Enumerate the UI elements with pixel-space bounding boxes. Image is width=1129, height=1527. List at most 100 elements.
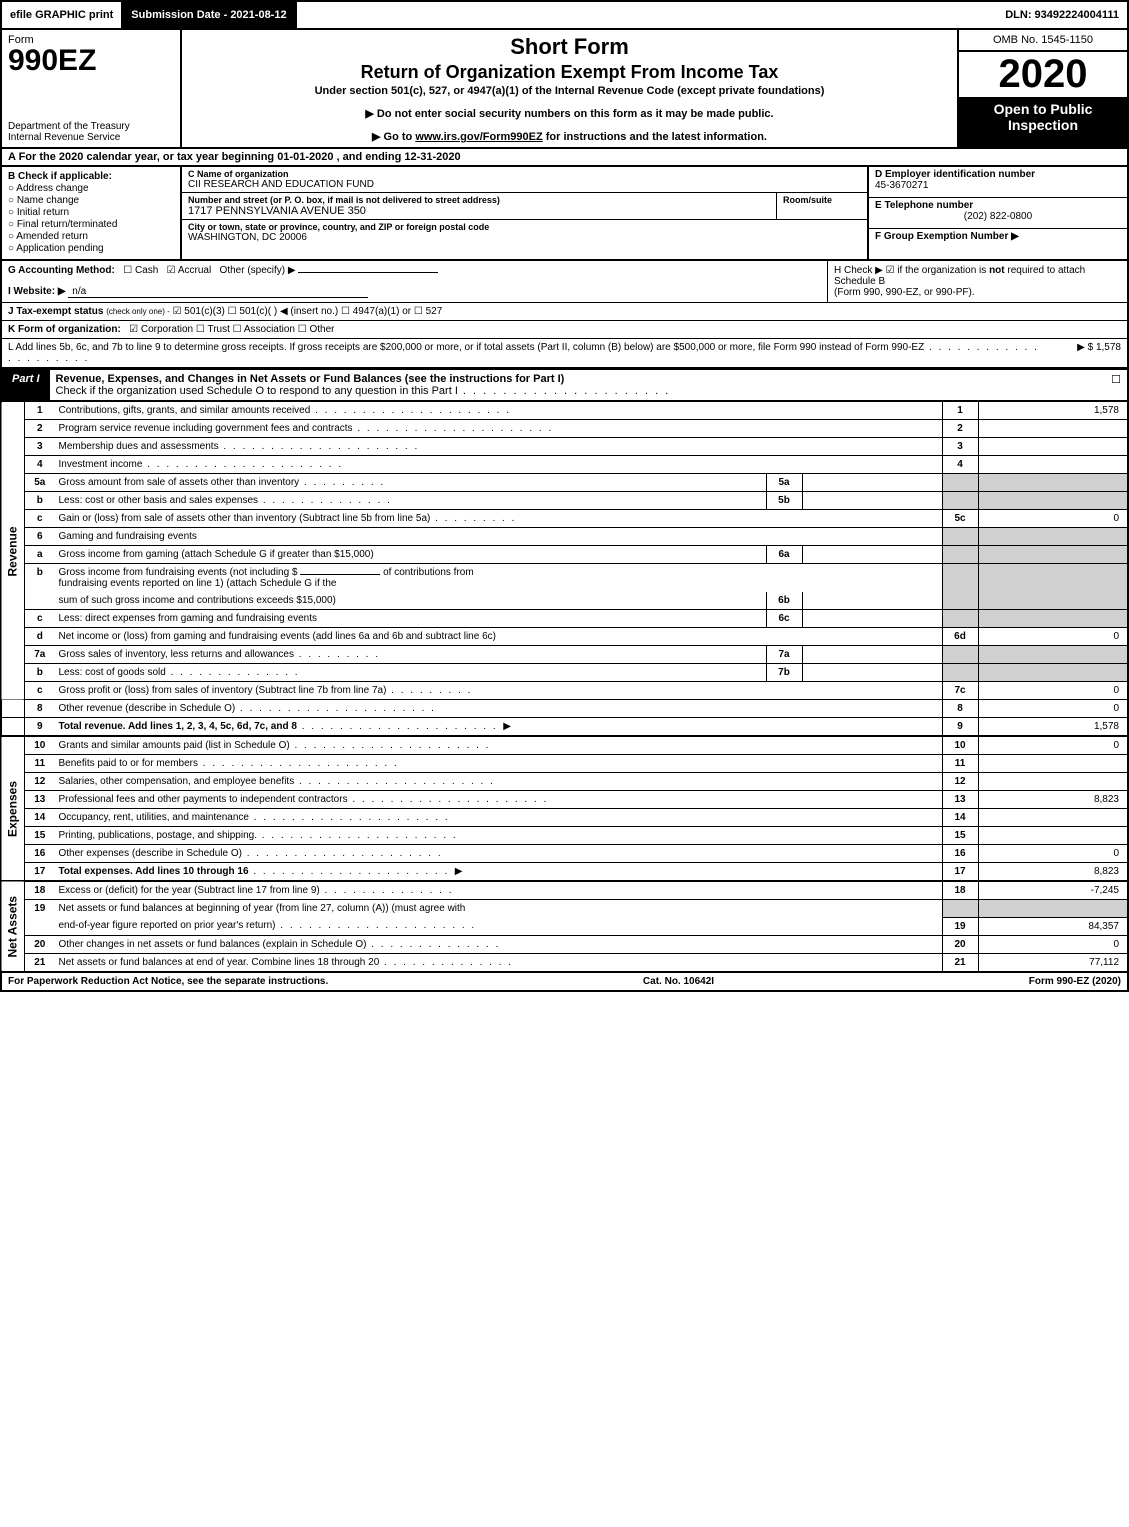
footer-right: Form 990-EZ (2020) xyxy=(1029,976,1121,987)
l6b-subval xyxy=(802,592,942,610)
l6-num: 6 xyxy=(25,528,55,546)
dept-irs: Internal Revenue Service xyxy=(8,132,174,143)
chk-final-return[interactable]: Final return/terminated xyxy=(8,219,174,230)
l6c-subval xyxy=(802,610,942,628)
l20-num: 20 xyxy=(25,935,55,953)
l11-box: 11 xyxy=(942,755,978,773)
submission-date: Submission Date - 2021-08-12 xyxy=(123,2,296,28)
chk-accrual[interactable]: Accrual xyxy=(167,265,212,276)
l7b-num: b xyxy=(25,664,55,682)
section-g: G Accounting Method: Cash Accrual Other … xyxy=(2,261,827,302)
l21-desc: Net assets or fund balances at end of ye… xyxy=(55,953,943,972)
l7b-greybox xyxy=(942,664,978,682)
irs-link[interactable]: www.irs.gov/Form990EZ xyxy=(415,131,542,143)
l4-box: 4 xyxy=(942,456,978,474)
l8-box: 8 xyxy=(942,700,978,718)
part1-checkbox[interactable]: ☐ xyxy=(1105,370,1127,400)
instructions-link-line: ▶ Go to www.irs.gov/Form990EZ for instru… xyxy=(192,130,947,143)
l6d-amt: 0 xyxy=(978,628,1128,646)
l7a-sublbl: 7a xyxy=(766,646,802,664)
l6a-num: a xyxy=(25,546,55,564)
section-b-heading: B Check if applicable: xyxy=(8,171,174,182)
label-tax-exempt: J Tax-exempt status xyxy=(8,306,103,317)
form-subtitle: Under section 501(c), 527, or 4947(a)(1)… xyxy=(192,85,947,97)
l10-box: 10 xyxy=(942,736,978,755)
dept-treasury: Department of the Treasury xyxy=(8,121,174,132)
l7a-greybox xyxy=(942,646,978,664)
l6b-d3: fundraising events reported on line 1) (… xyxy=(59,578,337,589)
l20-desc: Other changes in net assets or fund bala… xyxy=(55,935,943,953)
section-b: B Check if applicable: Address change Na… xyxy=(2,167,182,259)
l15-box: 15 xyxy=(942,827,978,845)
sidelabel-expenses: Expenses xyxy=(1,736,25,881)
l6c-num: c xyxy=(25,610,55,628)
l6b-blank[interactable] xyxy=(300,574,380,575)
l8-amt: 0 xyxy=(978,700,1128,718)
l5b-greyamt xyxy=(978,492,1128,510)
j-sub: (check only one) - xyxy=(106,307,170,316)
l19-desc1: Net assets or fund balances at beginning… xyxy=(55,900,943,918)
h-text3: (Form 990, 990-EZ, or 990-PF). xyxy=(834,287,1121,298)
l5b-subval xyxy=(802,492,942,510)
identity-block: B Check if applicable: Address change Na… xyxy=(0,167,1129,261)
open-to-public: Open to Public Inspection xyxy=(959,97,1127,147)
form-header: Form 990EZ Department of the Treasury In… xyxy=(0,28,1129,149)
chk-address-change[interactable]: Address change xyxy=(8,183,174,194)
website-value: n/a xyxy=(68,286,368,298)
tax-year: 2020 xyxy=(959,52,1127,97)
l5a-desc: Gross amount from sale of assets other t… xyxy=(55,474,767,492)
l13-box: 13 xyxy=(942,791,978,809)
phone-value: (202) 822-0800 xyxy=(875,211,1121,222)
l11-num: 11 xyxy=(25,755,55,773)
l5c-desc: Gain or (loss) from sale of assets other… xyxy=(55,510,943,528)
l19-greybox xyxy=(942,900,978,918)
l8-desc: Other revenue (describe in Schedule O) xyxy=(55,700,943,718)
street-address: 1717 PENNSYLVANIA AVENUE 350 xyxy=(188,205,770,217)
label-ein: D Employer identification number xyxy=(875,169,1121,180)
l8-num: 8 xyxy=(25,700,55,718)
l3-num: 3 xyxy=(25,438,55,456)
l2-num: 2 xyxy=(25,420,55,438)
chk-name-change[interactable]: Name change xyxy=(8,195,174,206)
chk-application-pending[interactable]: Application pending xyxy=(8,243,174,254)
l14-desc: Occupancy, rent, utilities, and maintena… xyxy=(55,809,943,827)
l2-box: 2 xyxy=(942,420,978,438)
accounting-other-input[interactable] xyxy=(298,272,438,273)
l12-desc: Salaries, other compensation, and employ… xyxy=(55,773,943,791)
l18-box: 18 xyxy=(942,881,978,900)
l15-desc: Printing, publications, postage, and shi… xyxy=(55,827,943,845)
l15-num: 15 xyxy=(25,827,55,845)
chk-amended-return[interactable]: Amended return xyxy=(8,231,174,242)
j-options[interactable]: ☑ 501(c)(3) ☐ 501(c)( ) ◀ (insert no.) ☐… xyxy=(173,306,443,317)
l6a-greyamt xyxy=(978,546,1128,564)
l9-num: 9 xyxy=(25,718,55,737)
l6b-d2: of contributions from xyxy=(383,567,474,578)
l6-greybox xyxy=(942,528,978,546)
l5a-subval xyxy=(802,474,942,492)
accounting-other[interactable]: Other (specify) ▶ xyxy=(220,265,296,276)
l7b-subval xyxy=(802,664,942,682)
label-street: Number and street (or P. O. box, if mail… xyxy=(188,195,770,205)
page-footer: For Paperwork Reduction Act Notice, see … xyxy=(0,973,1129,992)
footer-left: For Paperwork Reduction Act Notice, see … xyxy=(8,976,328,987)
l10-num: 10 xyxy=(25,736,55,755)
chk-cash[interactable]: Cash xyxy=(123,265,158,276)
l17-amt: 8,823 xyxy=(978,863,1128,882)
sidelabel-netassets: Net Assets xyxy=(1,881,25,972)
k-options[interactable]: ☑ Corporation ☐ Trust ☐ Association ☐ Ot… xyxy=(129,324,334,335)
omb-number: OMB No. 1545-1150 xyxy=(959,30,1127,52)
l16-box: 16 xyxy=(942,845,978,863)
efile-print-button[interactable]: efile GRAPHIC print xyxy=(2,2,123,28)
l11-desc: Benefits paid to or for members xyxy=(55,755,943,773)
section-gh: G Accounting Method: Cash Accrual Other … xyxy=(0,261,1129,303)
chk-initial-return[interactable]: Initial return xyxy=(8,207,174,218)
l-amount: ▶ $ 1,578 xyxy=(1041,342,1121,364)
form-title-main: Return of Organization Exempt From Incom… xyxy=(192,62,947,83)
section-l: L Add lines 5b, 6c, and 7b to line 9 to … xyxy=(0,339,1129,369)
ssn-warning: ▶ Do not enter social security numbers o… xyxy=(192,107,947,120)
label-room: Room/suite xyxy=(783,195,861,205)
section-def: D Employer identification number 45-3670… xyxy=(867,167,1127,259)
l6c-greyamt xyxy=(978,610,1128,628)
label-city: City or town, state or province, country… xyxy=(188,222,861,232)
l12-num: 12 xyxy=(25,773,55,791)
